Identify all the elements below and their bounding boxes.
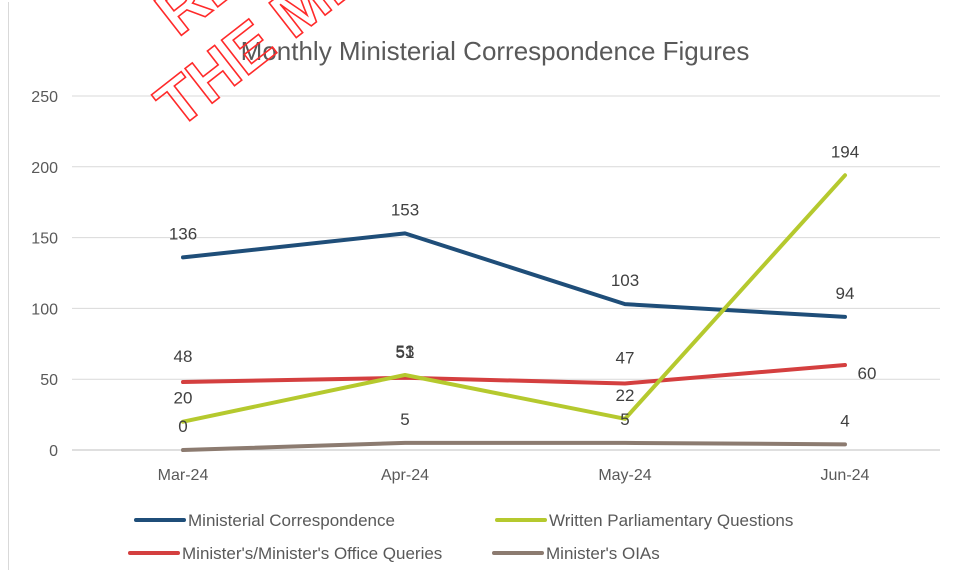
data-labels: 136 153 103 94 20 53 22 194 48 51 47 60 0 5 5 4 [169,142,877,436]
series-line-ministerial-correspondence [181,231,847,319]
legend-entry: Written Parliamentary Questions [549,511,793,530]
legend: Ministerial Correspondence Written Parlia… [128,511,793,563]
x-tick-label-Jun-24: Jun-24 [821,467,870,484]
x-tick-label-Mar-24: Mar-24 [158,467,209,484]
x-axis-ticks: Mar-24 Apr-24 May-24 Jun-24 [158,467,870,484]
series-line-minister-s-oias [181,440,847,452]
data-label: 103 [611,271,639,290]
y-tick-label-200: 200 [31,160,58,177]
data-label: 4 [840,411,849,430]
chart-frame [8,2,960,570]
data-label: 136 [169,224,197,243]
data-label: 51 [396,343,415,362]
series-line-written-parliamentary-questions [181,173,847,424]
data-label: 194 [831,142,859,161]
chart-title: Monthly Ministerial Correspondence Figur… [241,36,750,66]
data-label: 22 [616,386,635,405]
data-label: 20 [174,389,193,408]
x-tick-label-Apr-24: Apr-24 [381,467,429,484]
watermark: PROACTIVELYRELEASED BYTHE MINISTRY OF [141,0,624,142]
gridlines [72,95,940,451]
legend-entry: Minister's/Minister's Office Queries [182,544,442,563]
y-tick-label-250: 250 [31,89,58,106]
x-tick-label-May-24: May-24 [598,467,651,484]
data-label: 53 [396,342,415,361]
y-tick-label-100: 100 [31,301,58,318]
data-label: 94 [836,284,855,303]
data-label: 60 [858,364,877,383]
data-label: 5 [620,410,629,429]
series-line-minister-s-minister-s-office-queries [181,363,847,386]
series-lines [181,173,847,452]
data-label: 48 [174,347,193,366]
legend-entry: Minister's OIAs [546,544,660,563]
y-tick-label-150: 150 [31,231,58,248]
data-label: 153 [391,200,419,219]
data-label: 5 [400,410,409,429]
data-label: 47 [616,348,635,367]
legend-entry: Ministerial Correspondence [188,511,395,530]
y-tick-label-50: 50 [40,372,58,389]
data-label: 0 [178,417,187,436]
y-axis-ticks: 0 50 100 150 200 250 [31,89,58,460]
y-tick-label-0: 0 [49,443,58,460]
